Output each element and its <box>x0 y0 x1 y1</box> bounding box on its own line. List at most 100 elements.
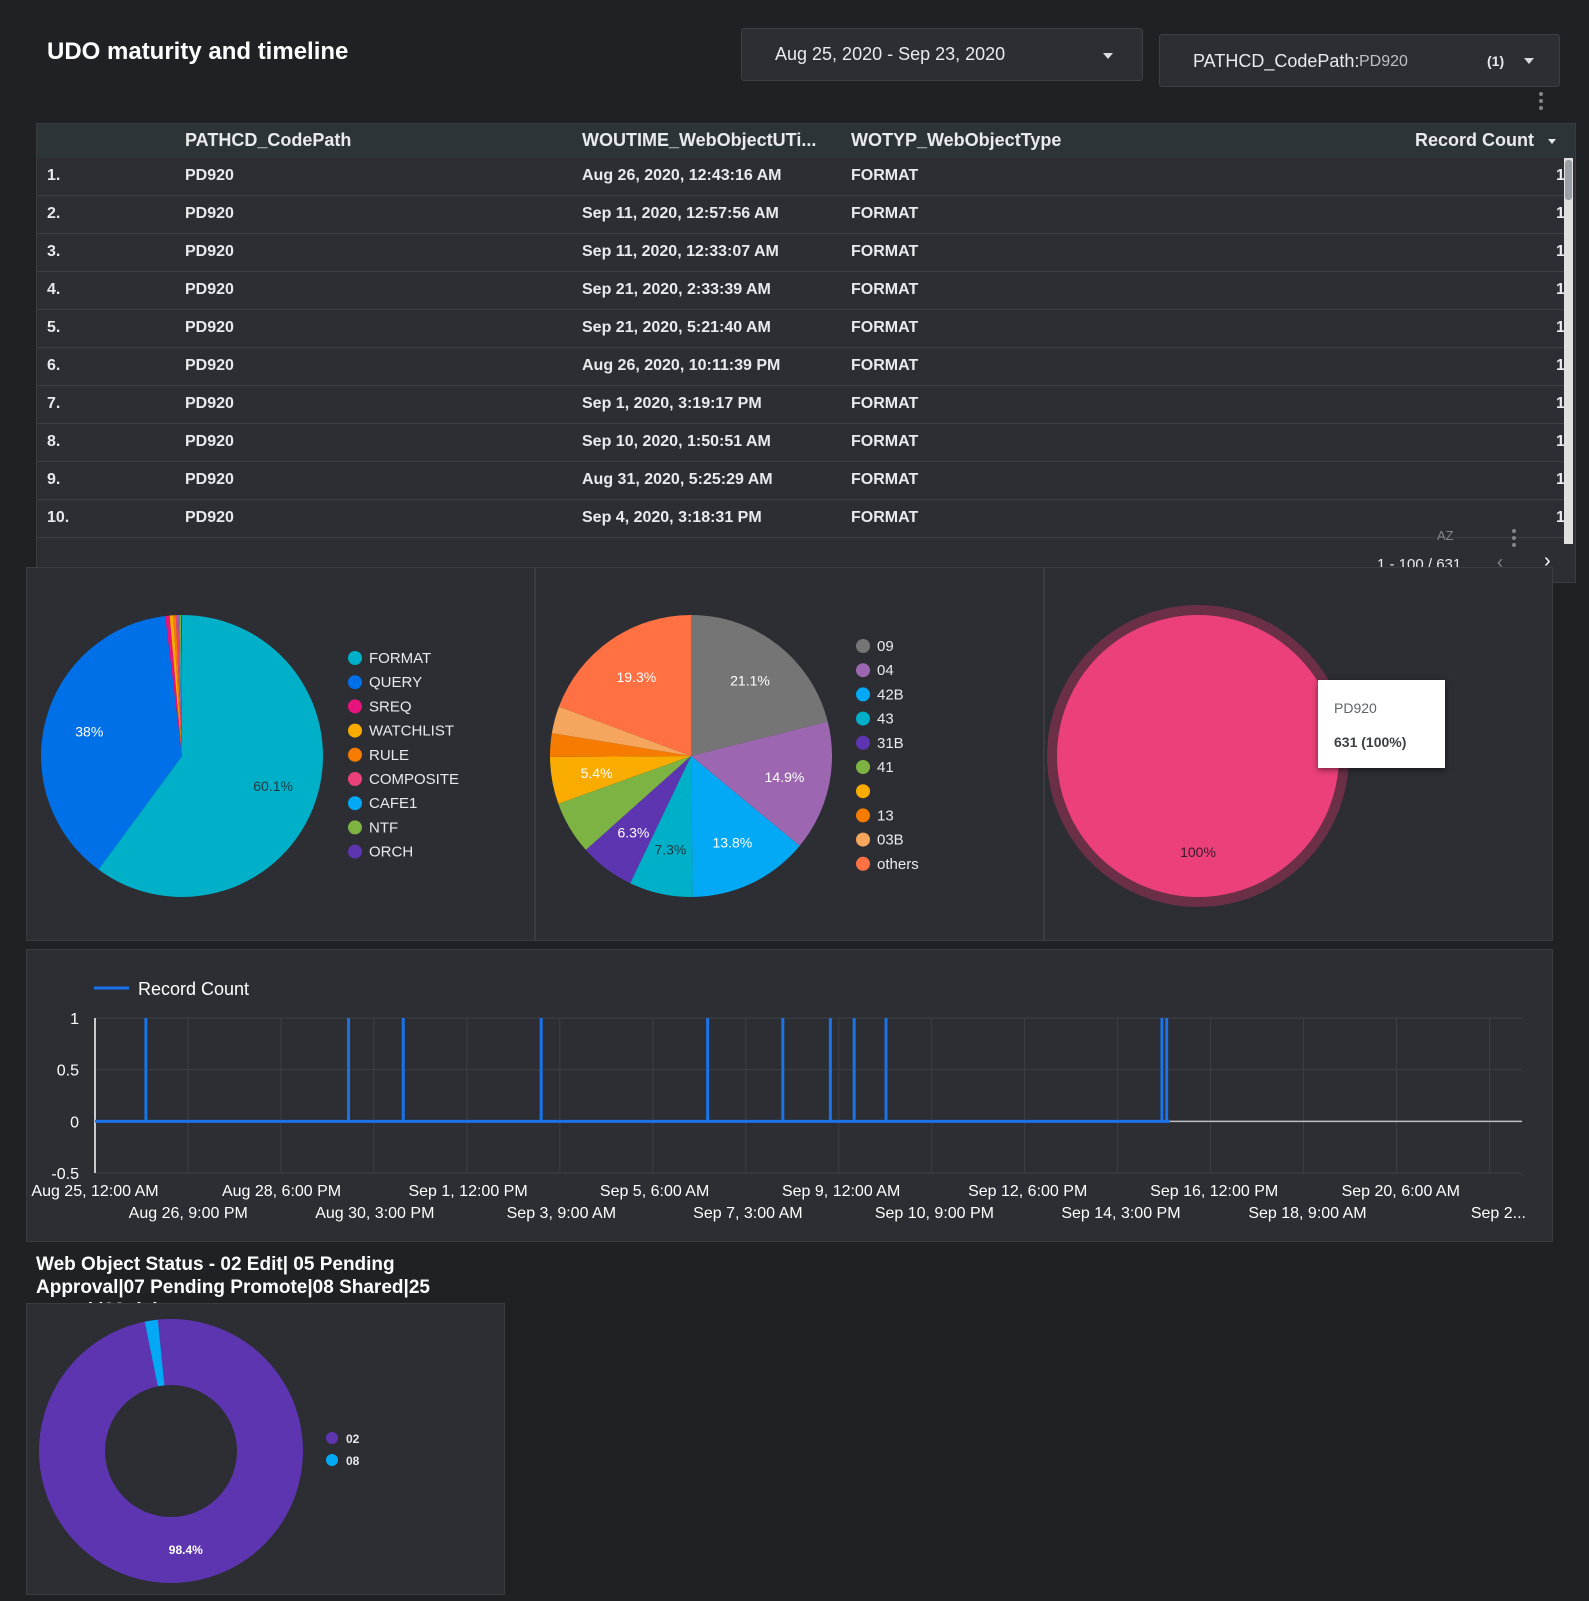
pie-slice[interactable] <box>181 615 182 756</box>
table-cell-path: PD920 <box>185 167 234 184</box>
table-cell-path: PD920 <box>185 433 234 450</box>
pie-slice[interactable] <box>558 615 691 756</box>
pie-slice[interactable] <box>558 756 691 850</box>
legend-label[interactable]: 02 <box>346 1432 360 1446</box>
table-cell-time: Sep 11, 2020, 12:57:56 AM <box>582 205 779 222</box>
legend-label[interactable]: Record Count <box>138 979 249 999</box>
table-cell-time: Sep 1, 2020, 3:19:17 PM <box>582 395 762 412</box>
table-cell-type: FORMAT <box>851 205 919 222</box>
pie-slice[interactable] <box>175 615 182 756</box>
legend-label[interactable]: 31B <box>877 735 904 752</box>
x-tick-label: Aug 25, 12:00 AM <box>31 1183 158 1200</box>
table-cell-time: Aug 26, 2020, 10:11:39 PM <box>582 357 781 374</box>
legend-label[interactable]: COMPOSITE <box>369 771 459 788</box>
legend-swatch <box>856 687 870 702</box>
legend-label[interactable]: 09 <box>877 638 894 655</box>
x-tick-label: Sep 10, 9:00 PM <box>875 1205 994 1222</box>
donut-panel: 98.4% 02 08 <box>26 1303 505 1595</box>
codepath-filter[interactable]: PATHCD_CodePath: PD920 (1) <box>1159 34 1560 87</box>
pie-slice[interactable] <box>550 733 691 757</box>
record-count-series[interactable] <box>95 1018 1171 1123</box>
legend-label[interactable]: QUERY <box>369 674 422 691</box>
pie-slice[interactable] <box>179 615 182 756</box>
pie-slice[interactable] <box>169 615 182 756</box>
legend-label[interactable]: 41 <box>877 759 894 776</box>
date-range-label: Aug 25, 2020 - Sep 23, 2020 <box>775 44 1006 64</box>
pie-slice[interactable] <box>1057 615 1339 897</box>
column-header-time[interactable]: WOUTIME_WebObjectUTi... <box>582 130 817 150</box>
pie-slice[interactable] <box>550 756 691 804</box>
table-row[interactable]: 8. PD920 Sep 10, 2020, 1:50:51 AM FORMAT 1 <box>37 424 1565 462</box>
y-tick-label: 0 <box>70 1114 79 1131</box>
date-range-picker[interactable]: Aug 25, 2020 - Sep 23, 2020 <box>741 28 1143 81</box>
more-options-icon[interactable] <box>1539 92 1543 113</box>
legend-label[interactable]: others <box>877 856 919 873</box>
pie-slice[interactable] <box>630 756 693 897</box>
table-row[interactable]: 1. PD920 Aug 26, 2020, 12:43:16 AM FORMAT 1 <box>37 158 1565 196</box>
legend-label[interactable]: 04 <box>877 662 894 679</box>
column-header-codepath[interactable]: PATHCD_CodePath <box>185 130 352 150</box>
table-row[interactable]: 10. PD920 Sep 4, 2020, 3:18:31 PM FORMAT 1 <box>37 500 1565 538</box>
table-row[interactable]: 7. PD920 Sep 1, 2020, 3:19:17 PM FORMAT 1 <box>37 386 1565 424</box>
table-cell-count: 1 <box>1556 319 1565 336</box>
table-cell-type: FORMAT <box>851 319 919 336</box>
legend-label[interactable]: FORMAT <box>369 650 431 667</box>
legend-swatch <box>348 675 362 690</box>
legend-swatch <box>856 808 870 823</box>
legend-label[interactable]: RULE <box>369 747 409 764</box>
pie-slice-label: 100% <box>1180 844 1216 860</box>
scrollbar-thumb[interactable] <box>1565 160 1572 200</box>
pie-slice[interactable] <box>691 615 828 756</box>
pie-slice[interactable] <box>691 756 800 897</box>
table-row[interactable]: 6. PD920 Aug 26, 2020, 10:11:39 PM FORMAT 1 <box>37 348 1565 386</box>
pie-slice[interactable] <box>165 615 182 756</box>
column-header-type[interactable]: WOTYP_WebObjectType <box>851 130 1062 150</box>
legend-label[interactable]: CAFE1 <box>369 795 417 812</box>
sort-az-icon[interactable]: AZ <box>1437 528 1454 543</box>
sort-desc-icon[interactable] <box>1548 139 1556 144</box>
table-cell-n: 3. <box>47 243 61 260</box>
table-cell-n: 7. <box>47 395 61 412</box>
legend-label[interactable]: WATCHLIST <box>369 723 454 740</box>
pie-slice[interactable] <box>178 615 182 756</box>
pie-slice[interactable] <box>551 706 691 756</box>
table-cell-type: FORMAT <box>851 433 919 450</box>
legend-label[interactable]: NTF <box>369 819 398 836</box>
legend-swatch <box>326 1432 338 1444</box>
legend-label[interactable]: 13 <box>877 807 894 824</box>
table-row[interactable]: 5. PD920 Sep 21, 2020, 5:21:40 AM FORMAT 1 <box>37 310 1565 348</box>
codepath-pie-chart: 100% <box>1047 605 1349 907</box>
pie-slice[interactable] <box>173 615 182 756</box>
legend-label[interactable]: 43 <box>877 711 894 728</box>
pie-slice[interactable] <box>691 721 832 846</box>
table-row[interactable]: 2. PD920 Sep 11, 2020, 12:57:56 AM FORMAT 1 <box>37 196 1565 234</box>
table-options-icon[interactable] <box>1512 529 1516 550</box>
legend-swatch <box>348 723 362 738</box>
table-row[interactable]: 3. PD920 Sep 11, 2020, 12:33:07 AM FORMAT 1 <box>37 234 1565 272</box>
legend-label[interactable]: ORCH <box>369 844 413 861</box>
x-tick-label: Sep 14, 3:00 PM <box>1061 1205 1180 1222</box>
legend-label[interactable]: 08 <box>346 1454 360 1468</box>
next-page-icon[interactable]: › <box>1544 550 1551 572</box>
table-cell-n: 2. <box>47 205 61 222</box>
table-cell-path: PD920 <box>185 357 234 374</box>
legend-label[interactable]: SREQ <box>369 698 412 715</box>
table-cell-count: 1 <box>1556 471 1565 488</box>
table-cell-n: 8. <box>47 433 61 450</box>
legend-label[interactable]: 03B <box>877 832 904 849</box>
pie-slice-label: 19.3% <box>617 669 657 685</box>
table-row[interactable]: 4. PD920 Sep 21, 2020, 2:33:39 AM FORMAT 1 <box>37 272 1565 310</box>
table-cell-path: PD920 <box>185 281 234 298</box>
x-tick-label: Aug 28, 6:00 PM <box>222 1183 341 1200</box>
table-cell-time: Sep 10, 2020, 1:50:51 AM <box>582 433 771 450</box>
legend-swatch <box>348 651 362 665</box>
column-header-record-count[interactable]: Record Count <box>1415 130 1534 150</box>
legend-label[interactable]: 42B <box>877 686 904 703</box>
prev-page-icon[interactable]: ‹ <box>1497 552 1503 572</box>
pie-slice[interactable] <box>585 756 691 884</box>
pie-slice[interactable] <box>98 615 324 897</box>
pie-slice[interactable] <box>41 616 183 870</box>
table-row[interactable]: 9. PD920 Aug 31, 2020, 5:25:29 AM FORMAT 1 <box>37 462 1565 500</box>
table-scrollbar[interactable] <box>1564 158 1573 544</box>
legend-swatch <box>856 639 870 653</box>
